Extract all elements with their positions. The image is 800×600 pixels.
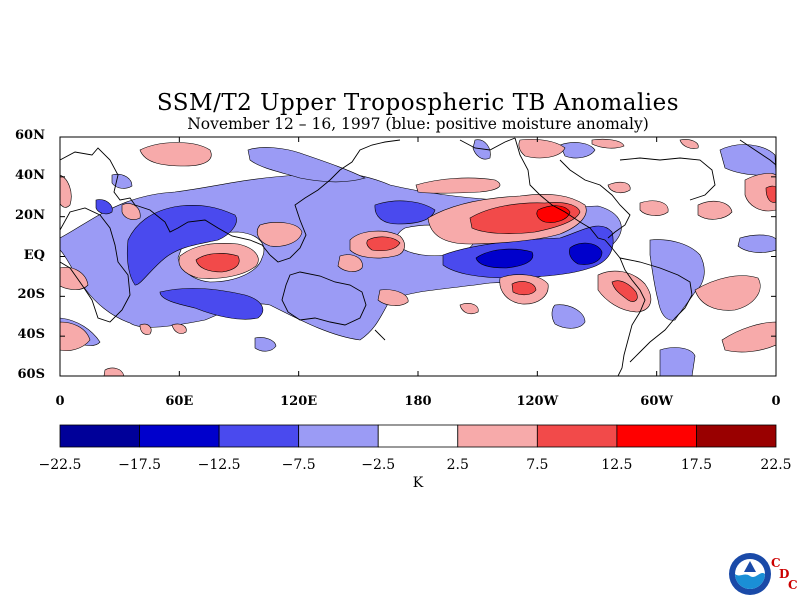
colorbar-swatch	[377, 424, 459, 448]
lon-tick-label: 0	[55, 394, 65, 409]
colorbar-tick-label: −7.5	[281, 457, 316, 473]
lat-tick-label: 60S	[17, 367, 45, 382]
lon-tick-label: 120E	[280, 394, 318, 409]
lon-tick-label: 60E	[165, 394, 194, 409]
noaa-logo-icon	[729, 553, 771, 595]
colorbar-swatch	[616, 424, 697, 448]
lat-tick-label: 40N	[15, 167, 45, 183]
colorbar-swatch	[139, 424, 220, 448]
colorbar-tick-label: 12.5	[601, 457, 633, 473]
colorbar-tick-label: 2.5	[446, 457, 469, 473]
cdc-logo-c1: C	[771, 556, 781, 570]
map-title: SSM/T2 Upper Tropospheric TB Anomalies	[156, 90, 680, 116]
lon-tick-label: 60W	[640, 394, 673, 409]
colorbar-swatch	[298, 424, 379, 448]
lon-tick-label: 180	[404, 394, 432, 409]
colorbar-tick-label: −17.5	[118, 457, 161, 473]
lat-tick-label: 60N	[15, 128, 45, 143]
map-subtitle: November 12 – 16, 1997 (blue: positive m…	[187, 115, 649, 133]
colorbar	[59, 424, 777, 448]
colorbar-tick-label: 7.5	[526, 457, 549, 473]
colorbar-tick-label: −22.5	[38, 457, 82, 473]
lat-tick-label: 40S	[17, 327, 45, 343]
colorbar-swatch	[218, 424, 300, 448]
colorbar-units: K	[412, 475, 424, 491]
anomaly-level-dark-blue	[475, 242, 603, 269]
cdc-logo-c2: C	[788, 578, 798, 592]
colorbar-tick-label: 22.5	[760, 457, 792, 473]
coastlines	[60, 137, 776, 376]
lon-tick-label: 0	[771, 394, 781, 409]
lat-tick-label: 20S	[17, 287, 45, 303]
colorbar-tick-label: −12.5	[197, 457, 241, 473]
lat-tick-label: 20N	[15, 207, 45, 223]
axis-ticks	[59, 136, 777, 377]
colorbar-tick-label: −2.5	[361, 457, 396, 473]
cdc-logo-d: D	[779, 567, 790, 581]
colorbar-swatch	[59, 424, 140, 448]
lon-tick-label: 120W	[516, 394, 559, 409]
lat-tick-label: EQ	[23, 247, 45, 263]
colorbar-swatch	[536, 424, 618, 448]
colorbar-tick-label: 17.5	[680, 457, 713, 473]
colorbar-swatch	[457, 424, 538, 448]
colorbar-swatch	[696, 424, 777, 448]
anomaly-level-light-blue	[60, 139, 776, 376]
